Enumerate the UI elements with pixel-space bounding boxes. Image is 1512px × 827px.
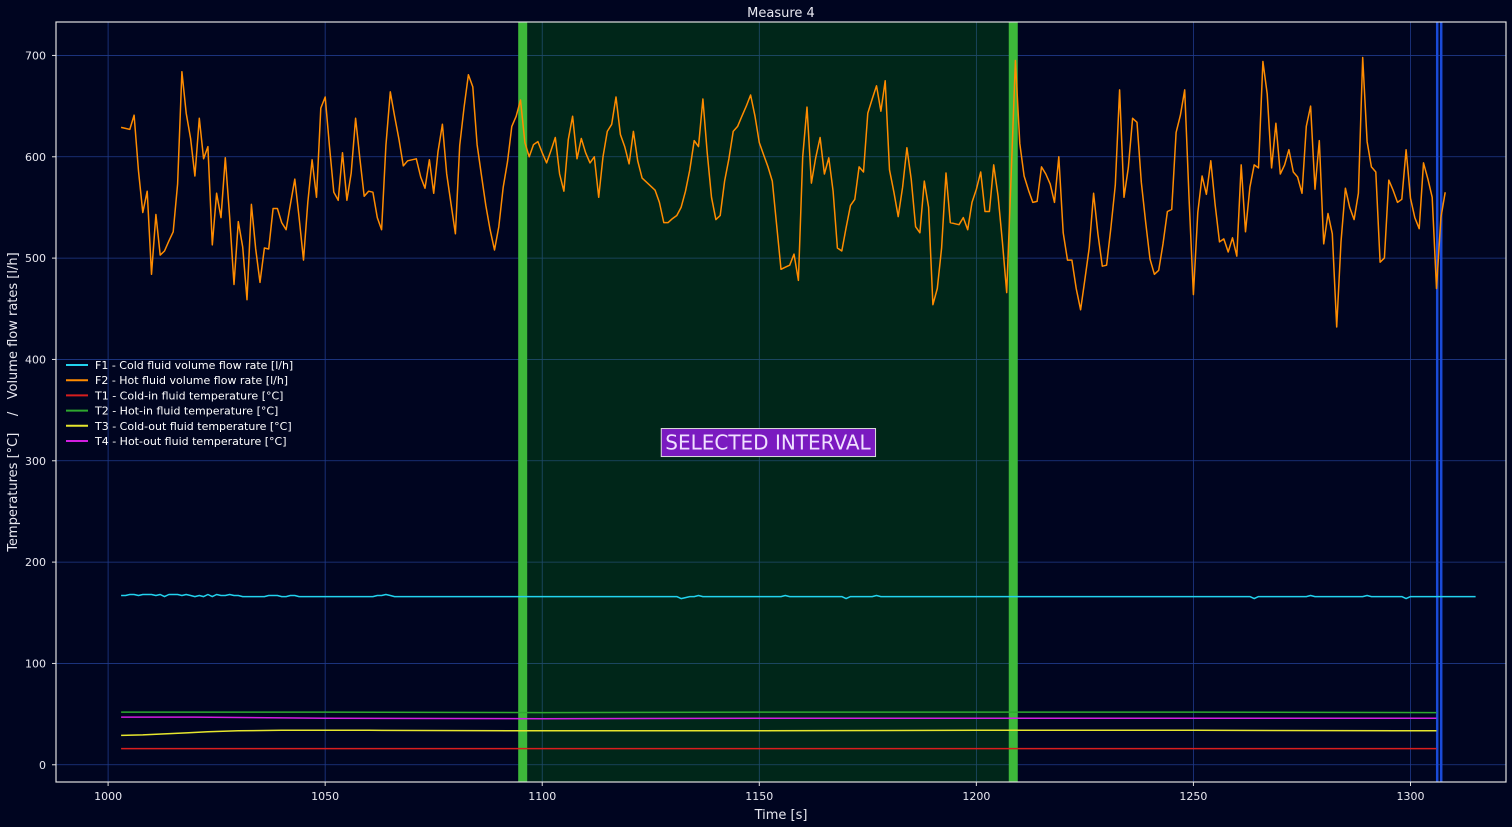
interval-label-background [660,428,877,458]
legend-label: T2 - Hot-in fluid temperature [°C] [94,405,278,418]
series-line-6 [121,716,1437,720]
y-tick-label: 200 [25,556,46,569]
y-tick-label: 700 [25,49,46,62]
x-axis-title: Time [s] [754,808,808,823]
y-tick-label: 100 [25,657,46,670]
x-tick-label: 1150 [745,790,773,803]
y-tick-label: 300 [25,455,46,468]
legend: F1 - Cold fluid volume flow rate [l/h] F2… [66,359,293,448]
series-line-1 [121,593,1476,600]
y-axis-title: Temperatures [°C] / Volume flow rates [l… [6,252,21,552]
series-line-4 [121,711,1437,714]
plot-frame [55,21,1507,783]
series-line-5 [121,729,1437,737]
x-tick-label: 1050 [311,790,339,803]
interval-fill [522,22,1014,782]
chart-title: Measure 4 [747,6,815,21]
y-tick-label: 600 [25,151,46,164]
x-tick-label: 1200 [962,790,990,803]
series-line-2 [120,56,1446,328]
y-tick-label: 500 [25,252,46,265]
legend-label: T1 - Cold-in fluid temperature [°C] [94,389,283,402]
axis-ticks: 1000 1050 1100 1150 1200 1250 1300 0 100 200 300 40… [25,49,1424,803]
legend-label: F1 - Cold fluid volume flow rate [l/h] [95,359,293,372]
interval-label-box: SELECTED INTERVAL [660,428,877,458]
x-tick-label: 1000 [94,790,122,803]
interval-label: SELECTED INTERVAL [665,431,871,455]
x-tick-label: 1300 [1396,790,1424,803]
x-tick-label: 1100 [528,790,556,803]
legend-label: T3 - Cold-out fluid temperature [°C] [94,420,292,433]
x-tick-label: 1250 [1179,790,1207,803]
legend-label: T4 - Hot-out fluid temperature [°C] [94,435,287,448]
legend-label: F2 - Hot fluid volume flow rate [l/h] [95,374,288,387]
series-lines [120,56,1476,750]
y-tick-label: 0 [39,759,46,772]
y-tick-label: 400 [25,353,46,366]
